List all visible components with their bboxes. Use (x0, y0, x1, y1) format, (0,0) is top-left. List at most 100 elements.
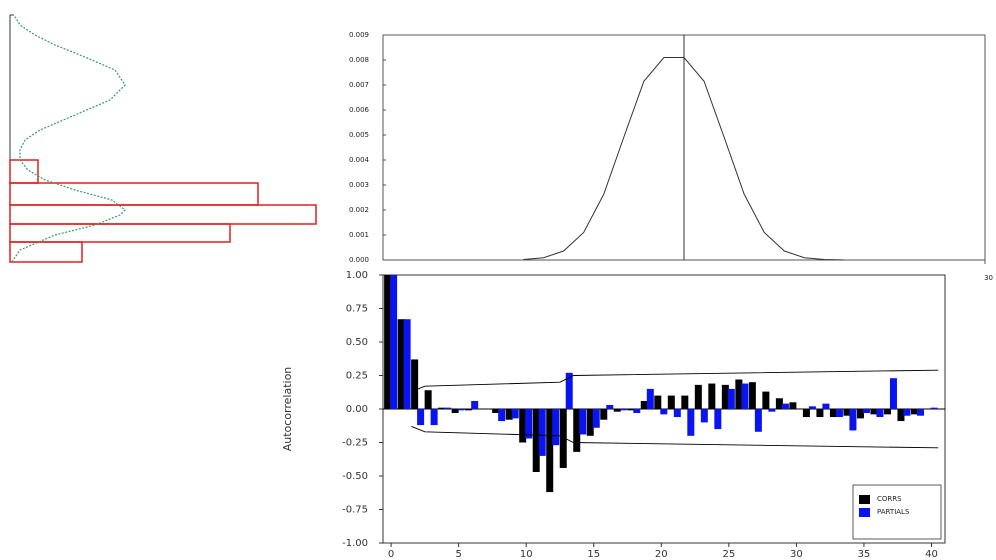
x-tick-label: 30 (790, 549, 803, 560)
bar (667, 395, 675, 409)
y-tick-label: 0.000 (349, 256, 369, 264)
bar (916, 409, 924, 416)
y-tick-label: 0.002 (349, 206, 369, 214)
histogram-bar (9, 223, 231, 243)
confidence-band (411, 369, 939, 392)
bar (789, 402, 797, 409)
density-line (523, 57, 845, 261)
bar (694, 384, 702, 409)
bar (654, 395, 662, 409)
x-tick-label: 15 (587, 549, 600, 560)
histogram-bar (9, 241, 83, 263)
bar (862, 409, 870, 414)
bar (573, 409, 581, 452)
y-tick-label: 0.001 (349, 231, 369, 239)
bar (627, 409, 635, 411)
bar (586, 409, 594, 436)
bar (619, 409, 627, 411)
x-tick-label: 35 (858, 549, 871, 560)
bar (511, 409, 519, 419)
bar (802, 409, 810, 418)
legend-label: CORRS (877, 495, 902, 503)
bar (822, 403, 830, 409)
bar (768, 409, 776, 412)
bar (735, 379, 743, 409)
bar (525, 409, 533, 439)
bar (835, 409, 843, 418)
y-tick-label: 0.006 (349, 106, 370, 114)
bar (606, 404, 614, 409)
confidence-band (411, 426, 939, 449)
bar (910, 409, 918, 415)
bar (546, 409, 554, 493)
bar (424, 390, 432, 409)
y-tick-label: 0.005 (349, 131, 369, 139)
y-tick-label: 0.75 (346, 304, 368, 315)
legend-label: PARTIALS (877, 508, 910, 516)
bar (411, 359, 419, 409)
bar (687, 409, 695, 436)
y-tick-label: 0.25 (346, 371, 368, 382)
y-axis-label: Autocorrelation (281, 367, 294, 452)
x-tick-label: 25 (722, 549, 735, 560)
bar (498, 409, 506, 422)
bar (727, 388, 735, 409)
bar (505, 409, 513, 420)
bar (579, 409, 587, 435)
y-tick-label: 0.00 (346, 404, 368, 415)
x-tick-label: 5 (455, 549, 461, 560)
bar (714, 409, 722, 430)
bar (465, 409, 473, 411)
bar (762, 391, 770, 409)
bar (646, 388, 654, 409)
bar (843, 409, 851, 416)
bar (492, 409, 500, 414)
bar (592, 409, 600, 428)
histogram-bar (9, 182, 259, 206)
bar (417, 409, 425, 426)
bar (660, 409, 668, 415)
bar (600, 409, 608, 420)
bar (754, 409, 762, 432)
x-tick-label: 0 (388, 549, 394, 560)
bar (519, 409, 527, 443)
bar (552, 409, 560, 446)
bar (883, 409, 891, 415)
y-tick-label: -0.50 (342, 471, 368, 482)
bar (681, 395, 689, 409)
bar (438, 407, 446, 409)
bar (613, 409, 621, 412)
bar (808, 406, 816, 409)
y-tick-label: -0.25 (342, 438, 368, 449)
bar (829, 409, 837, 418)
bar (457, 409, 465, 411)
bar (708, 383, 716, 409)
bar (700, 409, 708, 423)
bar (403, 319, 411, 409)
bar (721, 384, 729, 409)
y-tick-label: 0.007 (349, 81, 369, 89)
bar (876, 409, 884, 418)
legend-swatch (859, 495, 870, 504)
bar (397, 319, 405, 409)
bar (633, 409, 641, 414)
bar (565, 372, 573, 409)
bar (741, 383, 749, 409)
bar (384, 275, 392, 409)
bar (849, 409, 857, 431)
bar (532, 409, 540, 472)
bar (471, 400, 479, 409)
bar (390, 275, 398, 409)
y-tick-label: -0.75 (342, 505, 368, 516)
bar (748, 382, 756, 409)
bar (781, 403, 789, 409)
histogram-bar (9, 204, 317, 225)
y-tick-label: 0.004 (349, 156, 370, 164)
y-tick-label: 0.009 (349, 31, 369, 39)
x-tick-label: 40 (925, 549, 938, 560)
bar (889, 378, 897, 409)
bar (930, 407, 938, 409)
bar (903, 409, 911, 416)
x-tick-label: 30 (984, 274, 993, 282)
